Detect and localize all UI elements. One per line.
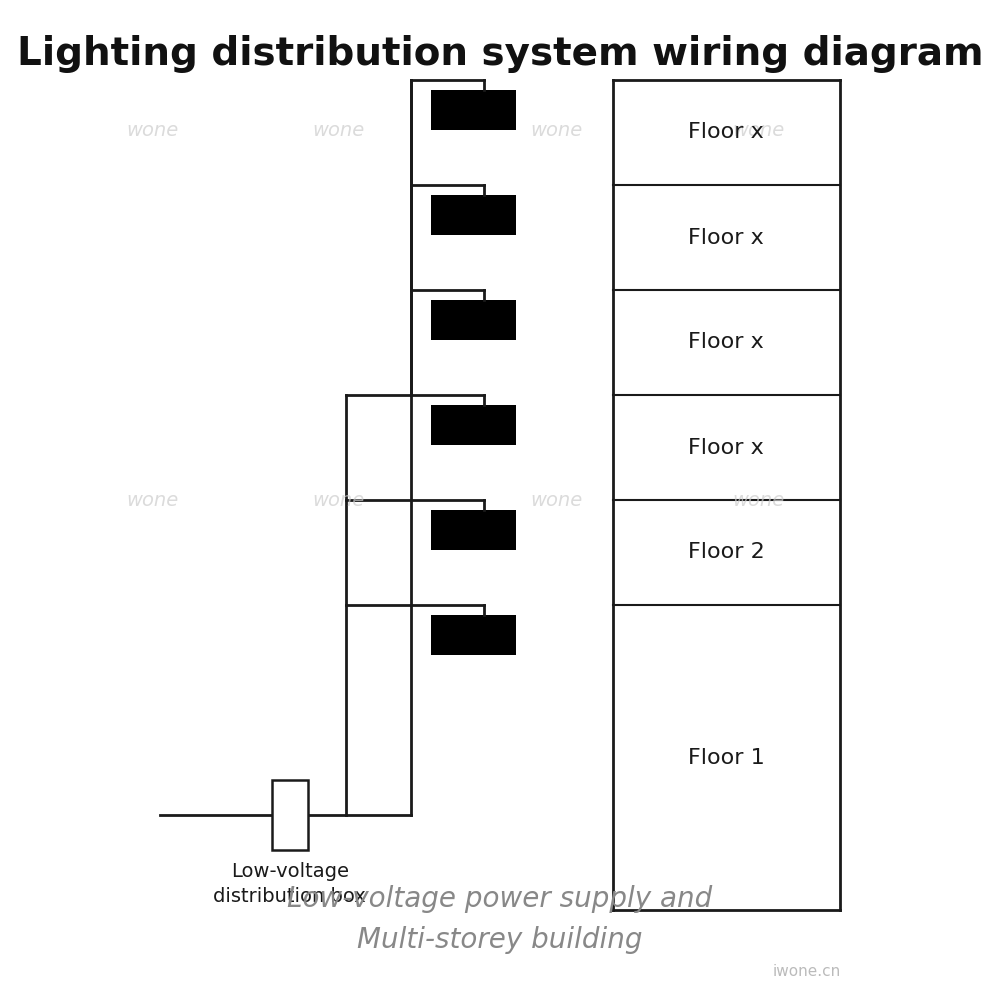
Text: wone: wone bbox=[126, 120, 179, 139]
Bar bbox=[431, 405, 516, 445]
Text: Low-voltage power supply and
Multi-storey building: Low-voltage power supply and Multi-store… bbox=[287, 885, 713, 954]
Text: wone: wone bbox=[530, 120, 583, 139]
Text: wone: wone bbox=[530, 490, 583, 510]
Bar bbox=[431, 195, 516, 235]
Text: Floor 1: Floor 1 bbox=[688, 748, 765, 768]
Text: wone: wone bbox=[312, 490, 364, 510]
Text: Floor 2: Floor 2 bbox=[688, 542, 765, 562]
Text: Floor x: Floor x bbox=[688, 228, 764, 247]
Text: wone: wone bbox=[126, 490, 179, 510]
Text: Floor x: Floor x bbox=[688, 122, 764, 142]
Text: wone: wone bbox=[733, 120, 785, 139]
Text: wone: wone bbox=[733, 490, 785, 510]
Text: Floor x: Floor x bbox=[688, 438, 764, 458]
Text: Floor x: Floor x bbox=[688, 332, 764, 353]
Bar bbox=[431, 615, 516, 655]
Bar bbox=[431, 300, 516, 340]
Text: wone: wone bbox=[312, 120, 364, 139]
Text: iwone.cn: iwone.cn bbox=[773, 964, 841, 980]
Text: Lighting distribution system wiring diagram: Lighting distribution system wiring diag… bbox=[17, 35, 983, 73]
Bar bbox=[431, 510, 516, 550]
Bar bbox=[431, 90, 516, 130]
Text: Low-voltage
distribution box: Low-voltage distribution box bbox=[213, 862, 366, 906]
Bar bbox=[272, 780, 308, 850]
